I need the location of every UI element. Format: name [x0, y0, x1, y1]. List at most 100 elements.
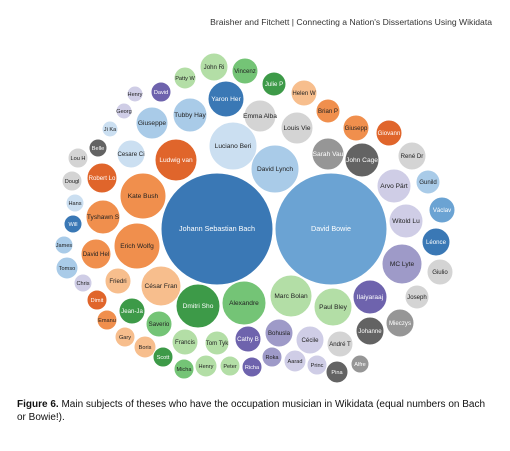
bubble-circle [381, 243, 423, 285]
bubble: René Dr [397, 141, 427, 171]
bubble-circle [119, 172, 167, 220]
bubble-circle [207, 80, 245, 118]
bubble-circle [290, 79, 318, 107]
bubble-label: Henry [199, 364, 214, 370]
bubble: Scott [152, 346, 174, 368]
bubble-circle [388, 203, 424, 239]
bubble-label: Ilaiyaraaj [357, 294, 384, 301]
bubble-label: Peter [223, 364, 237, 370]
bubble: Jean-Ja [118, 297, 146, 325]
bubble-label: Sarah Vau [313, 151, 344, 158]
bubble-circle [173, 66, 197, 90]
bubble-circle [295, 325, 325, 355]
bubble-label: David [154, 90, 168, 96]
bubble-label: Robert Lo [89, 175, 116, 182]
bubble-label: Marc Bolan [274, 293, 308, 300]
bubble: Bohusla [264, 318, 294, 348]
bubble-label: Gunild [419, 179, 437, 186]
bubble-circle [173, 358, 195, 380]
bubble-circle [85, 199, 121, 235]
bubble-label: Arvo Pärt [380, 183, 408, 190]
bubble: Aarad [283, 349, 307, 373]
bubble-label: Georg [116, 109, 132, 115]
bubble-label: John Cage [346, 157, 378, 164]
bubble-circle [145, 310, 173, 338]
bubble: Alexandre [221, 280, 267, 326]
bubble-label: Paul Bley [319, 304, 348, 311]
bubble-circle [204, 330, 230, 356]
bubble-label: Joseph [407, 294, 427, 301]
bubble-label: Giulio [432, 269, 448, 276]
bubble-label: Pina [331, 370, 343, 376]
bubble-circle [326, 330, 354, 358]
bubble-circle [269, 274, 313, 318]
bubble: Will [63, 214, 83, 234]
figure-caption: Figure 6. Main subjects of theses who ha… [17, 398, 495, 424]
bubble: Yaron Her [207, 80, 245, 118]
bubble-circle [219, 355, 241, 377]
bubble-circle [404, 284, 430, 310]
bubble-label: John Ri [204, 64, 225, 71]
bubble-circle [154, 138, 198, 182]
bubble: Alfre [350, 354, 370, 374]
bubble-circle [73, 273, 93, 293]
bubble-circle [63, 214, 83, 234]
bubble: Mieczys [385, 308, 415, 338]
bubble-circle [116, 139, 146, 169]
bubble: Giusepp [342, 114, 370, 142]
bubble: Boris [133, 335, 157, 359]
bubble: Sarah Vau [311, 137, 345, 171]
bubble-circle [160, 172, 274, 286]
bubble-circle [104, 267, 132, 295]
bubble: Georg [115, 102, 133, 120]
bubble: Lou H [67, 147, 89, 169]
bubble-circle [80, 238, 112, 270]
bubble-label: Ludwig van [159, 157, 193, 164]
bubble-label: Tom Tyk [206, 340, 230, 347]
bubble-label: Dougl [65, 179, 80, 185]
bubble-circle [344, 142, 380, 178]
bubble: Chris [73, 273, 93, 293]
bubble-circle [243, 99, 277, 133]
bubble: Gary [114, 326, 136, 348]
bubble-label: Giuseppe [138, 120, 167, 127]
bubble-label: Giovann [378, 130, 401, 137]
bubble-label: André T [329, 341, 351, 348]
bubble-label: Roka [265, 355, 279, 361]
bubble: Dmitri Sho [175, 283, 221, 329]
bubble-circle [113, 222, 161, 270]
bubble-circle [415, 169, 441, 195]
bubble-label: Dmitri Sho [183, 303, 214, 310]
bubble-label: Witold Lu [392, 218, 420, 225]
bubble: Patty W [173, 66, 197, 90]
bubble: MC Lyte [381, 243, 423, 285]
bubble-label: Brian P [318, 108, 338, 115]
page-header: Braisher and Fitchett | Connecting a Nat… [210, 17, 492, 27]
bubble: Ludwig van [154, 138, 198, 182]
bubble-label: Lou H [71, 156, 86, 162]
bubble-circle [397, 141, 427, 171]
bubble: Giuseppe [135, 106, 169, 140]
bubble-circle [114, 326, 136, 348]
bubble-circle [421, 227, 451, 257]
bubble: Giovann [375, 119, 403, 147]
bubble-circle [86, 162, 118, 194]
bubble-circle [96, 309, 118, 331]
bubble: Marc Bolan [269, 274, 313, 318]
bubble-circle [352, 279, 388, 315]
bubble-circle [325, 360, 349, 384]
bubble: Johann Sebastian Bach [160, 172, 274, 286]
bubble: Friedri [104, 267, 132, 295]
bubble: Belle [88, 138, 108, 158]
bubble-label: James [56, 243, 73, 249]
bubble: Princ [306, 354, 328, 376]
bubble: Joseph [404, 284, 430, 310]
bubble: Brian P [315, 98, 341, 124]
bubble-circle [194, 354, 218, 378]
bubble-circle [241, 356, 263, 378]
bubble-circle [428, 196, 456, 224]
bubble: Cesare Ci [116, 139, 146, 169]
bubble-circle [172, 97, 208, 133]
bubble: John Cage [344, 142, 380, 178]
bubble-circle [152, 346, 174, 368]
